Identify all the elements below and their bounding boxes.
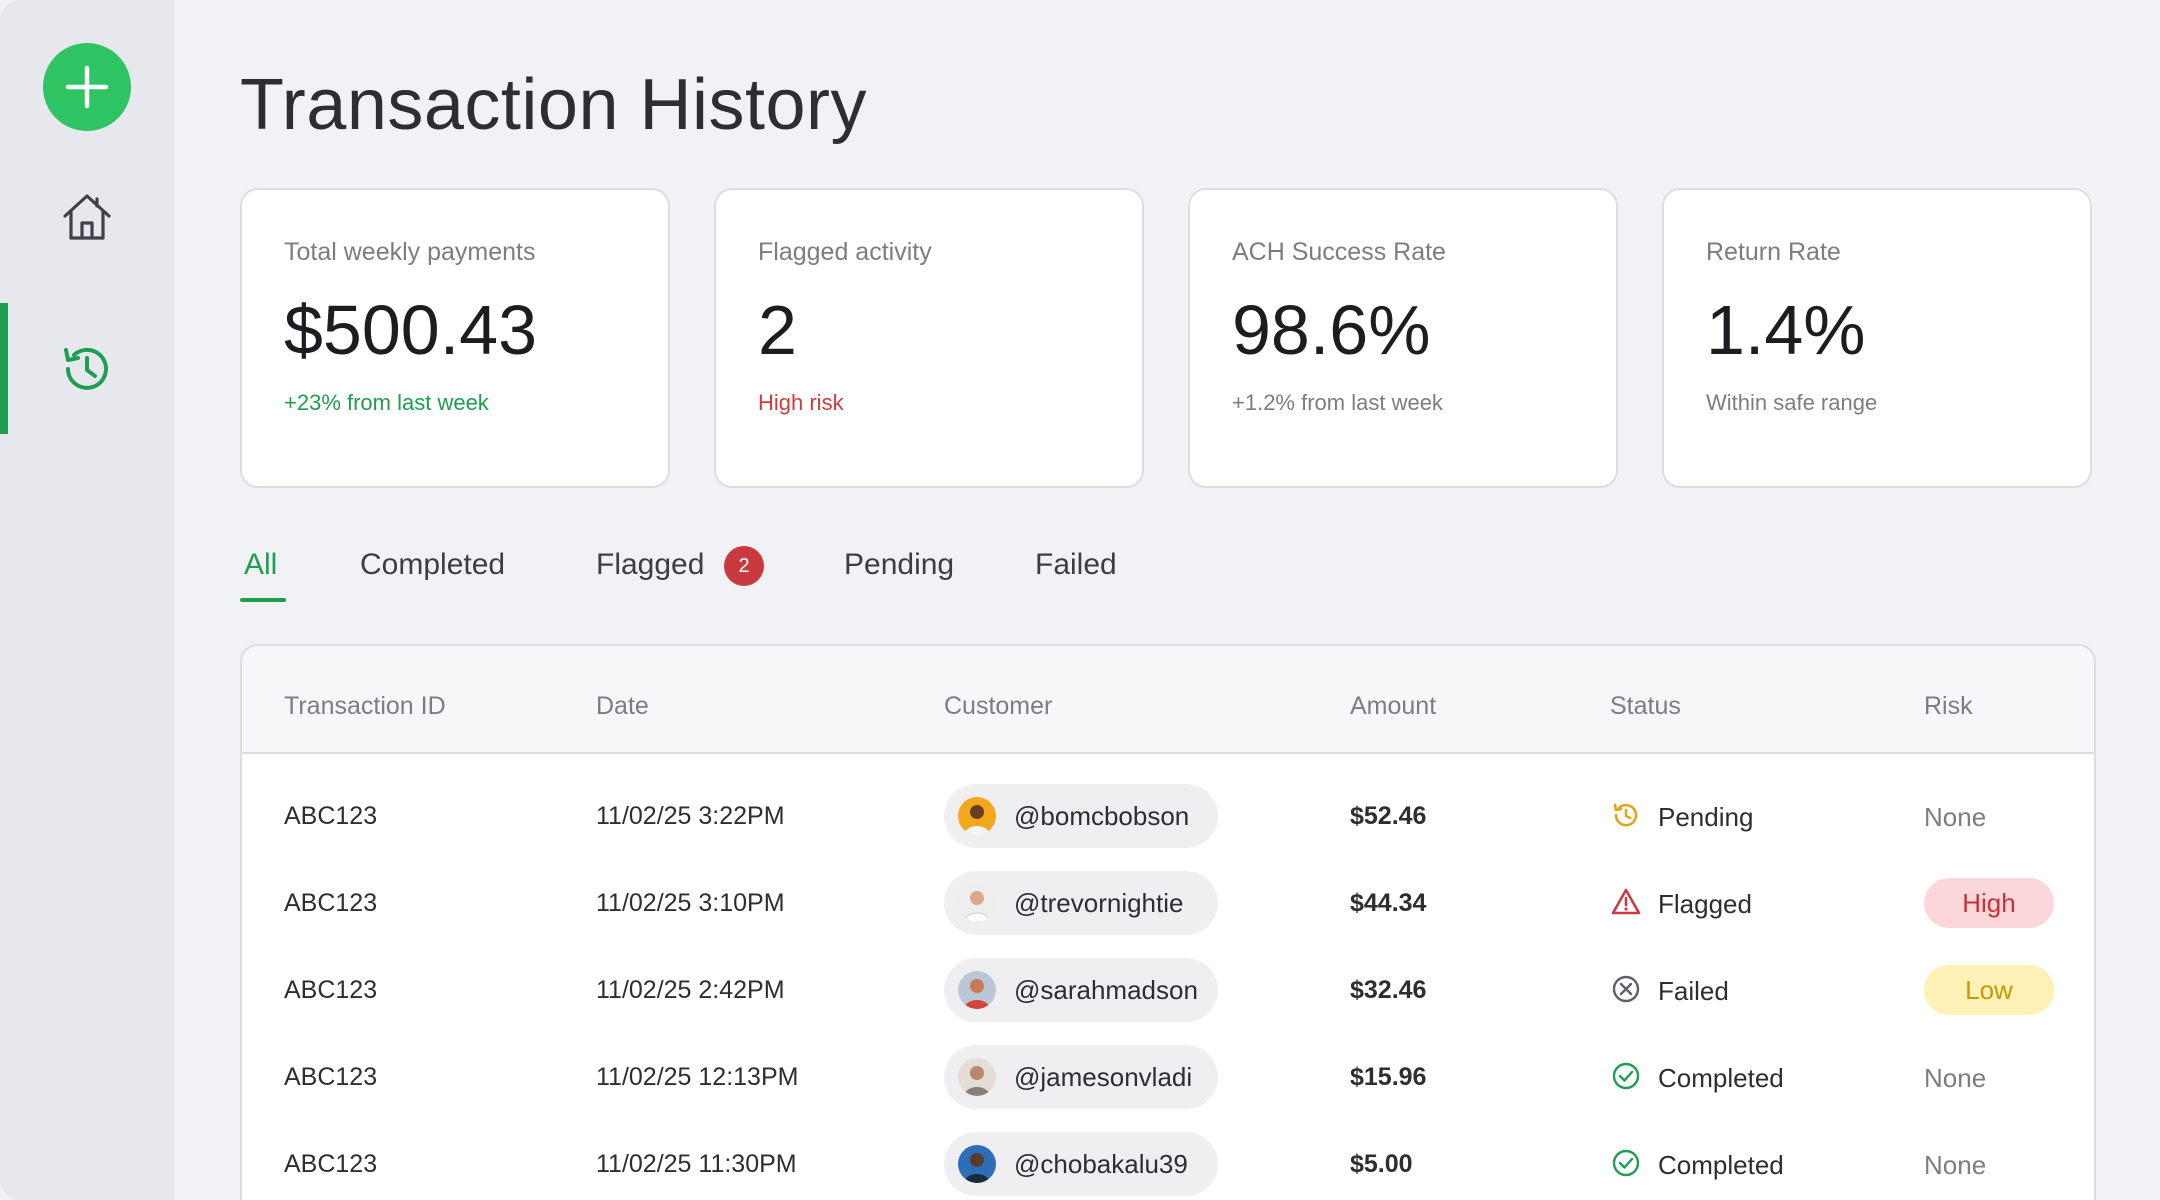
- risk-label: None: [1924, 1150, 1987, 1180]
- avatar: [958, 884, 996, 922]
- main-content: Transaction History Total weekly payment…: [240, 0, 2120, 1200]
- status-label: Flagged: [1658, 889, 1752, 919]
- table-header: Transaction ID Date Customer Amount Stat…: [242, 646, 2094, 754]
- table-row[interactable]: ABC123 11/02/25 12:13PM @jamesonvladi $1…: [242, 1033, 2094, 1120]
- transaction-id: ABC123: [284, 802, 378, 830]
- transaction-amount: $44.34: [1350, 889, 1427, 917]
- customer-chip[interactable]: @trevornightie: [944, 871, 1218, 935]
- stat-subtext: +23% from last week: [284, 390, 489, 415]
- status-label: Completed: [1658, 1150, 1784, 1180]
- active-nav-indicator: [0, 303, 8, 434]
- home-icon: [63, 194, 111, 240]
- x-circle-icon: [1609, 972, 1643, 1006]
- stat-subtext: Within safe range: [1706, 390, 1878, 415]
- stat-value: 98.6%: [1232, 291, 1431, 369]
- customer-chip[interactable]: @chobakalu39: [944, 1132, 1218, 1196]
- stat-label: Return Rate: [1706, 238, 1841, 266]
- filter-tabs: All Completed Flagged 2 Pending Failed: [240, 540, 1440, 602]
- column-header[interactable]: Transaction ID: [284, 692, 446, 720]
- flagged-count-badge: 2: [724, 546, 764, 586]
- avatar: [958, 1145, 996, 1183]
- transaction-amount: $15.96: [1350, 1063, 1427, 1091]
- column-header[interactable]: Date: [596, 692, 649, 720]
- sidebar-item-history[interactable]: [54, 336, 120, 402]
- transaction-id: ABC123: [284, 1063, 378, 1091]
- transaction-date: 11/02/25 2:42PM: [596, 976, 785, 1004]
- stat-label: Total weekly payments: [284, 238, 536, 266]
- column-header[interactable]: Amount: [1350, 692, 1437, 720]
- active-tab-underline: [240, 598, 286, 602]
- stat-subtext: High risk: [758, 390, 844, 415]
- column-header[interactable]: Customer: [944, 692, 1053, 720]
- transaction-date: 11/02/25 12:13PM: [596, 1063, 799, 1091]
- risk-label: None: [1924, 1063, 1987, 1093]
- customer-handle: @jamesonvladi: [1014, 1062, 1193, 1092]
- transaction-amount: $5.00: [1350, 1150, 1413, 1178]
- customer-chip[interactable]: @sarahmadson: [944, 958, 1218, 1022]
- check-circle-icon: [1609, 1146, 1643, 1180]
- stat-card-weekly-payments: Total weekly payments $500.43 +23% from …: [240, 188, 670, 488]
- sidebar-item-home[interactable]: [54, 184, 120, 250]
- stat-label: ACH Success Rate: [1232, 238, 1446, 266]
- table-row[interactable]: ABC123 11/02/25 3:22PM @bomcbobson $52.4…: [242, 772, 2094, 859]
- risk-badge: Low: [1924, 965, 2054, 1015]
- risk-label: None: [1924, 802, 1987, 832]
- status-label: Failed: [1658, 976, 1729, 1006]
- tab-failed[interactable]: Failed: [1035, 548, 1117, 581]
- table-row[interactable]: ABC123 11/02/25 2:42PM @sarahmadson $32.…: [242, 946, 2094, 1033]
- transaction-date: 11/02/25 11:30PM: [596, 1150, 797, 1178]
- status-label: Completed: [1658, 1063, 1784, 1093]
- stat-label: Flagged activity: [758, 238, 932, 266]
- stat-subtext: +1.2% from last week: [1232, 390, 1443, 415]
- table-row[interactable]: ABC123 11/02/25 11:30PM @chobakalu39 $5.…: [242, 1120, 2094, 1200]
- transaction-date: 11/02/25 3:10PM: [596, 889, 785, 917]
- check-circle-icon: [1609, 1059, 1643, 1093]
- customer-handle: @chobakalu39: [1014, 1149, 1188, 1179]
- customer-handle: @sarahmadson: [1014, 975, 1198, 1005]
- new-transaction-button[interactable]: [43, 43, 131, 131]
- stat-card-ach-success-rate: ACH Success Rate 98.6% +1.2% from last w…: [1188, 188, 1618, 488]
- risk-badge: High: [1924, 878, 2054, 928]
- stat-card-return-rate: Return Rate 1.4% Within safe range: [1662, 188, 2092, 488]
- tab-flagged[interactable]: Flagged: [596, 548, 705, 581]
- plus-icon: [65, 65, 109, 109]
- tab-all[interactable]: All: [244, 548, 278, 581]
- page-title: Transaction History: [240, 65, 868, 145]
- avatar: [958, 797, 996, 835]
- tab-completed[interactable]: Completed: [360, 548, 506, 581]
- warning-triangle-icon: [1609, 885, 1643, 919]
- transaction-amount: $32.46: [1350, 976, 1427, 1004]
- history-icon: [64, 347, 108, 390]
- stat-value: 1.4%: [1706, 291, 1866, 369]
- customer-chip[interactable]: @bomcbobson: [944, 784, 1218, 848]
- transaction-id: ABC123: [284, 889, 378, 917]
- transaction-date: 11/02/25 3:22PM: [596, 802, 785, 830]
- sidebar: [0, 0, 174, 1200]
- transaction-amount: $52.46: [1350, 802, 1427, 830]
- tab-pending[interactable]: Pending: [844, 548, 955, 581]
- transactions-table: Transaction ID Date Customer Amount Stat…: [240, 644, 2096, 1200]
- column-header[interactable]: Status: [1610, 692, 1681, 720]
- clock-icon: [1609, 798, 1643, 832]
- stat-card-flagged-activity: Flagged activity 2 High risk: [714, 188, 1144, 488]
- customer-handle: @bomcbobson: [1014, 801, 1190, 831]
- avatar: [958, 971, 996, 1009]
- table-row[interactable]: ABC123 11/02/25 3:10PM @trevornightie $4…: [242, 859, 2094, 946]
- stat-value: 2: [758, 291, 797, 369]
- transaction-id: ABC123: [284, 1150, 378, 1178]
- stat-value: $500.43: [284, 291, 538, 369]
- column-header[interactable]: Risk: [1924, 692, 1973, 720]
- customer-chip[interactable]: @jamesonvladi: [944, 1045, 1218, 1109]
- status-label: Pending: [1658, 802, 1754, 832]
- transaction-id: ABC123: [284, 976, 378, 1004]
- customer-handle: @trevornightie: [1014, 888, 1184, 918]
- avatar: [958, 1058, 996, 1096]
